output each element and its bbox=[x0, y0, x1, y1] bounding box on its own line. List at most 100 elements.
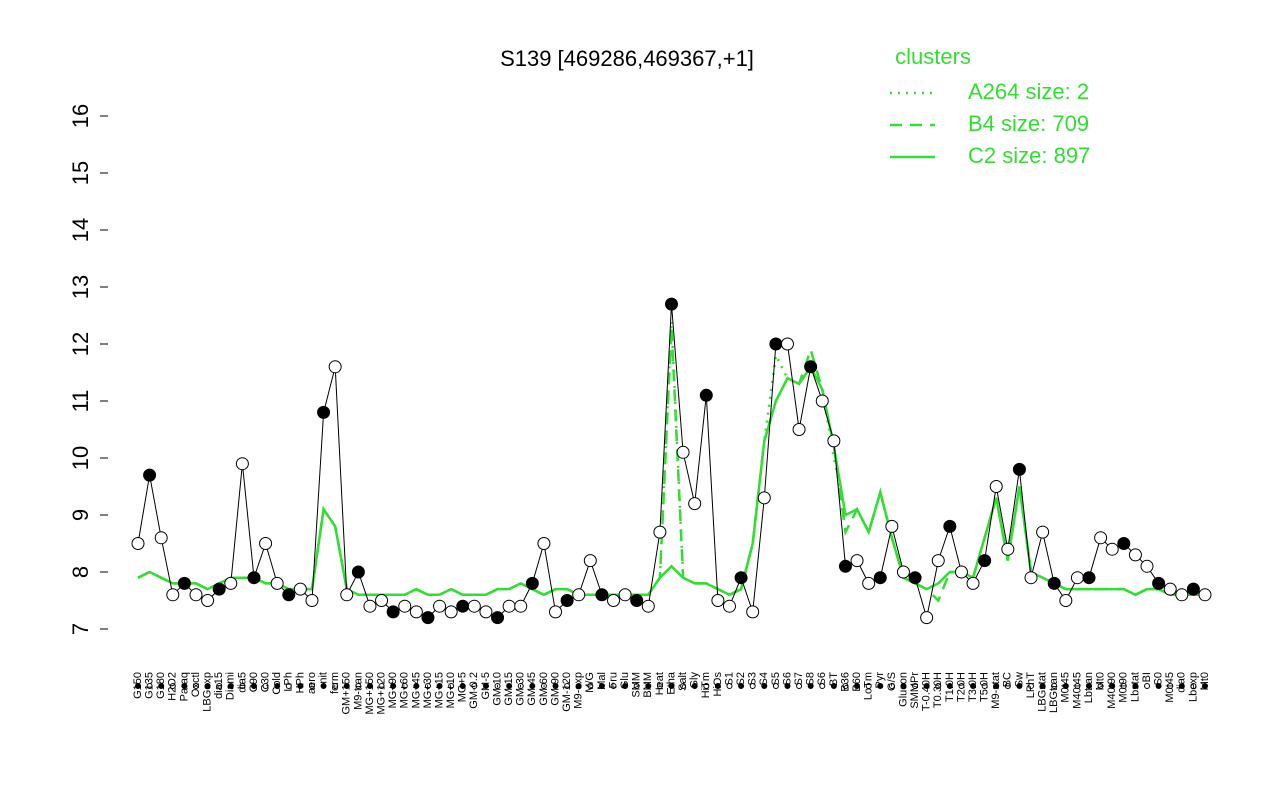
x-tick-label: MG+120 bbox=[375, 672, 387, 715]
data-point bbox=[537, 537, 551, 550]
x-tick-dot bbox=[413, 683, 420, 689]
data-point bbox=[665, 297, 678, 311]
data-point bbox=[908, 571, 922, 585]
x-tick-dot bbox=[1016, 683, 1023, 689]
data-point bbox=[247, 571, 261, 585]
x-tick-label: dia15 bbox=[213, 672, 225, 699]
x-tick-dot bbox=[540, 683, 547, 689]
x-tick-dot bbox=[355, 683, 362, 689]
data-point bbox=[1117, 537, 1131, 550]
x-tick-dot bbox=[1190, 683, 1197, 689]
x-tick-label: Cold bbox=[271, 672, 283, 695]
x-tick-label: S6 bbox=[816, 672, 828, 685]
x-tick-label: LBGstat bbox=[1037, 672, 1049, 712]
x-tick-label: G150 bbox=[132, 672, 144, 699]
x-tick-label: T1.0H bbox=[944, 672, 956, 702]
x-tick-dot bbox=[158, 683, 165, 689]
x-tick-label: LoTm bbox=[863, 672, 875, 700]
x-tick-label: S8 bbox=[805, 672, 817, 685]
data-point bbox=[653, 525, 667, 539]
data-point bbox=[734, 571, 748, 585]
x-tick-label: M0t90 bbox=[1118, 672, 1130, 703]
x-tick-dot bbox=[506, 683, 513, 689]
data-point bbox=[1024, 571, 1038, 585]
y-tick-label: 10 bbox=[68, 446, 93, 470]
x-tick-dot bbox=[668, 683, 675, 689]
data-point bbox=[444, 605, 458, 619]
x-tick-dot bbox=[970, 683, 977, 689]
x-tick-label: Paraq bbox=[178, 672, 190, 701]
x-tick-label: aero bbox=[306, 672, 318, 694]
x-tick-dot bbox=[772, 683, 779, 689]
x-tick-dot bbox=[1097, 683, 1104, 689]
x-tick-dot bbox=[262, 683, 269, 689]
y-tick-label: 12 bbox=[68, 332, 93, 356]
data-point bbox=[456, 599, 470, 613]
x-tick-label: Mal bbox=[596, 672, 608, 690]
data-point bbox=[746, 605, 760, 619]
y-tick-label: 14 bbox=[68, 218, 93, 242]
x-tick-label: Glucon bbox=[897, 672, 909, 707]
x-tick-label: M0t45 bbox=[1060, 672, 1072, 703]
data-point bbox=[1140, 559, 1154, 573]
x-tick-label: S5 bbox=[770, 672, 782, 685]
x-tick-label: G135 bbox=[144, 672, 156, 699]
data-point bbox=[340, 588, 354, 602]
x-tick-label: LBGexp bbox=[201, 672, 213, 712]
x-tick-label: Mt0 bbox=[1095, 672, 1107, 690]
x-tick-label: LBGtran bbox=[1048, 672, 1060, 713]
data-point bbox=[1082, 571, 1096, 585]
x-tick-dot bbox=[1039, 683, 1046, 689]
x-tick-label: M9-stat bbox=[990, 672, 1002, 709]
data-point bbox=[1128, 548, 1142, 562]
x-tick-label: Lbtran bbox=[1083, 672, 1095, 703]
x-tick-dot bbox=[691, 683, 698, 689]
data-point bbox=[885, 519, 899, 533]
data-point bbox=[560, 594, 574, 607]
data-point bbox=[317, 405, 331, 419]
data-point bbox=[931, 554, 945, 568]
data-point bbox=[398, 599, 412, 613]
x-tick-label: GM-120 bbox=[561, 672, 573, 712]
data-point bbox=[270, 576, 284, 590]
x-tick-label: GM-10 bbox=[491, 672, 503, 706]
x-tick-dot bbox=[761, 683, 768, 689]
data-point bbox=[815, 394, 829, 408]
x-tick-dot bbox=[1132, 683, 1139, 689]
x-tick-label: Etha bbox=[665, 671, 677, 695]
x-tick-dot bbox=[645, 683, 652, 689]
x-tick-dot bbox=[1167, 683, 1174, 689]
x-tick-label: SMM bbox=[631, 672, 643, 698]
x-tick-dot bbox=[274, 683, 281, 689]
data-point bbox=[351, 565, 365, 579]
legend-title: clusters bbox=[895, 44, 971, 69]
x-tick-label: M9-exp bbox=[573, 672, 585, 709]
x-tick-dot bbox=[1109, 683, 1116, 689]
x-tick-dot bbox=[181, 683, 188, 689]
x-tick-dot bbox=[714, 683, 721, 689]
x-tick-dot bbox=[633, 683, 640, 689]
y-tick-label: 9 bbox=[68, 509, 93, 521]
x-tick-label: C90 bbox=[248, 672, 260, 692]
data-point bbox=[131, 537, 145, 550]
data-point bbox=[804, 360, 818, 374]
x-tick-dot bbox=[332, 683, 339, 689]
x-tick-label: GM-30 bbox=[515, 672, 527, 706]
x-tick-dot bbox=[1062, 683, 1069, 689]
legend-label: C2 size: 897 bbox=[968, 143, 1090, 168]
data-point bbox=[212, 582, 226, 596]
data-point bbox=[954, 565, 968, 579]
data-point bbox=[757, 491, 771, 505]
data-point bbox=[549, 605, 563, 619]
x-tick-label: ferm bbox=[329, 672, 341, 694]
x-tick-dot bbox=[749, 683, 756, 689]
x-tick-label: dia0 bbox=[1176, 672, 1188, 693]
x-tick-dot bbox=[285, 683, 292, 689]
x-tick-label: MG+150 bbox=[364, 672, 376, 715]
x-tick-label: BI bbox=[1141, 672, 1153, 682]
data-point bbox=[792, 423, 806, 436]
data-point bbox=[201, 594, 215, 607]
x-tick-label: Heat bbox=[654, 672, 666, 695]
x-tick-dot bbox=[598, 683, 605, 689]
data-point bbox=[850, 554, 864, 568]
